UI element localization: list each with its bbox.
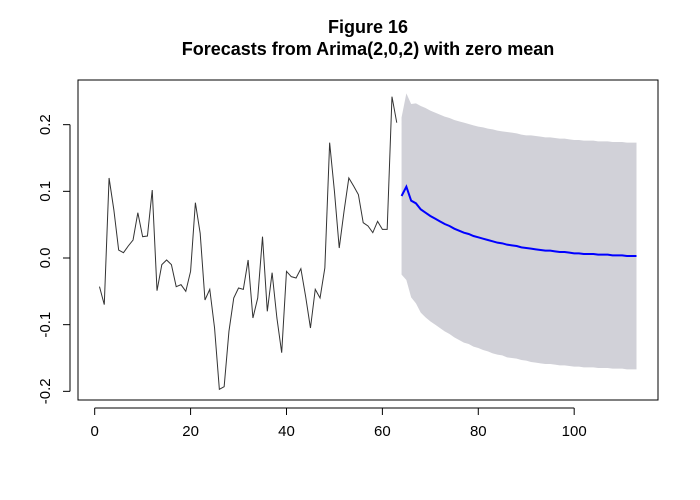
x-tick-label: 100 [562,423,587,440]
x-tick-label: 20 [182,423,199,440]
chart-subtitle: Forecasts from Arima(2,0,2) with zero me… [182,39,554,59]
forecast-line [400,184,637,257]
x-tick-label: 60 [374,423,391,440]
x-tick-label: 0 [91,423,99,440]
y-tick-label: -0.2 [37,378,54,404]
y-tick-label: 0.0 [37,248,54,269]
y-tick-label: 0.2 [37,114,54,135]
x-tick-label: 80 [470,423,487,440]
y-tick-label: -0.1 [37,312,54,338]
chart-title: Figure 16 [328,17,408,37]
plot-frame [77,79,659,401]
y-tick-label: 0.1 [37,181,54,202]
x-tick-label: 40 [278,423,295,440]
prediction-interval [401,93,637,370]
history-line [98,96,398,391]
